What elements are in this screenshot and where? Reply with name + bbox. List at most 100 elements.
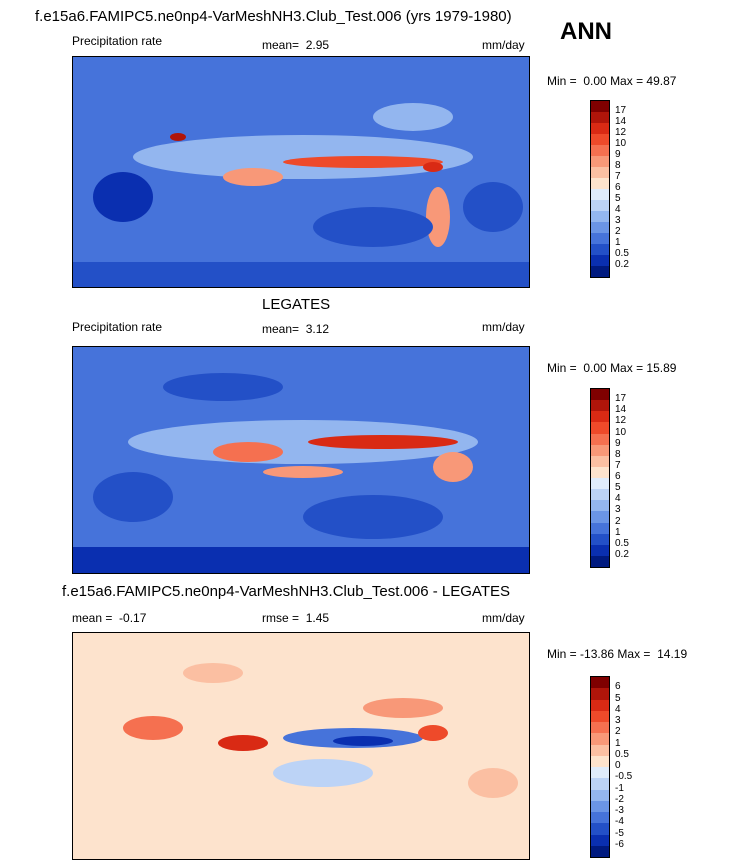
panel1-minmax: Min = 0.00 Max = 49.87 [547, 74, 677, 88]
panel2-mean-label: mean= 3.12 [262, 322, 330, 336]
colorbar-swatch [591, 145, 609, 156]
colorbar-swatch [591, 222, 609, 233]
colorbar-label: 17 [615, 105, 627, 116]
colorbar-swatch [591, 233, 609, 244]
panel1-map [72, 56, 530, 288]
panel3-map [72, 632, 530, 860]
colorbar-swatch [591, 800, 609, 812]
colorbar-swatch [591, 688, 609, 700]
panel3-mean-value: -0.17 [119, 611, 147, 625]
colorbar-swatch [591, 544, 609, 556]
panel3-rmse-value: 1.45 [305, 611, 330, 625]
colorbar-label: 1 [615, 737, 621, 749]
colorbar-label: -3 [615, 805, 624, 816]
colorbar-label: 10 [615, 138, 627, 149]
colorbar-label: 0 [615, 760, 621, 771]
colorbar-swatch [591, 845, 609, 857]
season-label: ANN [560, 18, 612, 45]
colorbar-label: 0.5 [615, 537, 629, 549]
panel1-colorbar [590, 100, 610, 278]
colorbar-label: 2 [615, 726, 621, 738]
colorbar-swatch [591, 699, 609, 711]
colorbar-label: 8 [615, 448, 621, 460]
panel1-variable-label: Precipitation rate [72, 34, 163, 48]
colorbar-swatch [591, 744, 609, 756]
colorbar-swatch [591, 789, 609, 801]
colorbar-label: 3 [615, 504, 621, 516]
colorbar-swatch [591, 433, 609, 445]
colorbar-label: 3 [615, 215, 621, 226]
panel2-title: LEGATES [262, 296, 331, 313]
colorbar-label: 4 [615, 204, 621, 215]
colorbar-swatch [591, 823, 609, 835]
colorbar-swatch [591, 134, 609, 145]
colorbar-swatch [591, 189, 609, 200]
colorbar-swatch [591, 101, 609, 112]
colorbar-label: -0.5 [615, 771, 633, 783]
colorbar-swatch [591, 533, 609, 545]
colorbar-label: -5 [615, 827, 624, 839]
colorbar-swatch [591, 411, 609, 423]
colorbar-swatch [591, 522, 609, 534]
panel3-max-value: 14.19 [657, 647, 688, 661]
colorbar-label: 17 [615, 393, 627, 405]
colorbar-swatch [591, 422, 609, 434]
colorbar-label: 6 [615, 681, 621, 693]
colorbar-swatch [591, 400, 609, 412]
colorbar-label: 4 [615, 493, 621, 505]
colorbar-label: 2 [615, 515, 621, 527]
panel3-title: f.e15a6.FAMIPC5.ne0np4-VarMeshNH3.Club_T… [62, 583, 511, 600]
colorbar-swatch [591, 733, 609, 745]
colorbar-swatch [591, 112, 609, 123]
colorbar-swatch [591, 555, 609, 567]
panel2-units: mm/day [482, 320, 525, 334]
panel2-max-value: 15.89 [646, 361, 677, 375]
panel3-units: mm/day [482, 611, 525, 625]
panel3-colorbar [590, 676, 610, 858]
panel3-min-value: -13.86 [580, 647, 615, 661]
colorbar-swatch [591, 767, 609, 779]
colorbar-swatch [591, 255, 609, 266]
colorbar-swatch [591, 244, 609, 255]
colorbar-swatch [591, 444, 609, 456]
colorbar-swatch [591, 722, 609, 734]
colorbar-swatch [591, 123, 609, 134]
colorbar-label: 2 [615, 226, 621, 237]
colorbar-label: 8 [615, 160, 621, 171]
colorbar-label: 12 [615, 415, 627, 427]
colorbar-swatch [591, 778, 609, 790]
panel2-colorbar [590, 388, 610, 568]
panel2-mean-value: 3.12 [305, 322, 330, 336]
colorbar-label: 0.5 [615, 248, 629, 259]
colorbar-swatch [591, 211, 609, 222]
colorbar-swatch [591, 478, 609, 490]
panel2-min-value: 0.00 [583, 361, 607, 375]
panel2-minmax: Min = 0.00 Max = 15.89 [547, 361, 677, 375]
colorbar-label: 3 [615, 715, 621, 726]
colorbar-swatch [591, 178, 609, 189]
colorbar-label: 6 [615, 471, 621, 482]
panel1-mean-label: mean= 2.95 [262, 38, 330, 52]
colorbar-label: 5 [615, 692, 621, 704]
colorbar-label: 9 [615, 437, 621, 449]
colorbar-swatch [591, 834, 609, 846]
colorbar-label: 6 [615, 182, 621, 193]
panel1-mean-value: 2.95 [305, 38, 330, 52]
colorbar-swatch [591, 710, 609, 722]
colorbar-label: 12 [615, 127, 627, 138]
colorbar-swatch [591, 167, 609, 178]
colorbar-label: 10 [615, 426, 627, 438]
colorbar-label: 1 [615, 526, 621, 538]
colorbar-label: 7 [615, 459, 621, 471]
panel1-title: f.e15a6.FAMIPC5.ne0np4-VarMeshNH3.Club_T… [35, 8, 512, 25]
colorbar-swatch [591, 389, 609, 401]
colorbar-label: 7 [615, 171, 621, 182]
colorbar-label: -2 [615, 793, 624, 805]
colorbar-label: 5 [615, 193, 621, 204]
panel1-units: mm/day [482, 38, 525, 52]
colorbar-swatch [591, 266, 609, 277]
colorbar-swatch [591, 200, 609, 211]
colorbar-label: 0.2 [615, 259, 629, 270]
colorbar-swatch [591, 500, 609, 512]
colorbar-swatch [591, 812, 609, 824]
